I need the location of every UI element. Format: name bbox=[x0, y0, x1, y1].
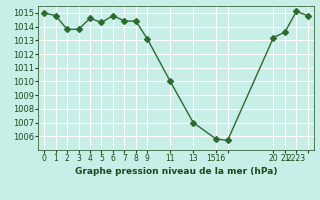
X-axis label: Graphe pression niveau de la mer (hPa): Graphe pression niveau de la mer (hPa) bbox=[75, 167, 277, 176]
